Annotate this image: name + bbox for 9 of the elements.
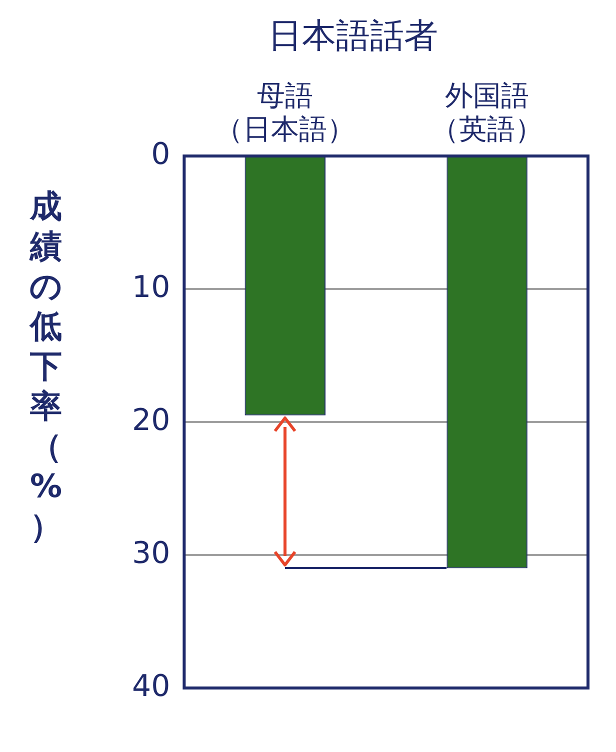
x-tick-label: 母語（日本語） [215, 78, 356, 146]
x-tick-label: 外国語（英語） [431, 78, 544, 146]
y-tick-label: 0 [151, 136, 170, 172]
y-tick-label: 40 [132, 668, 170, 704]
y-tick-label: 10 [132, 270, 170, 305]
y-tick-label: 30 [132, 536, 170, 571]
y-tick-label: 20 [132, 402, 170, 438]
text: 成績の低下率（%） [30, 187, 62, 545]
chart-title: 日本語話者 [268, 16, 438, 56]
